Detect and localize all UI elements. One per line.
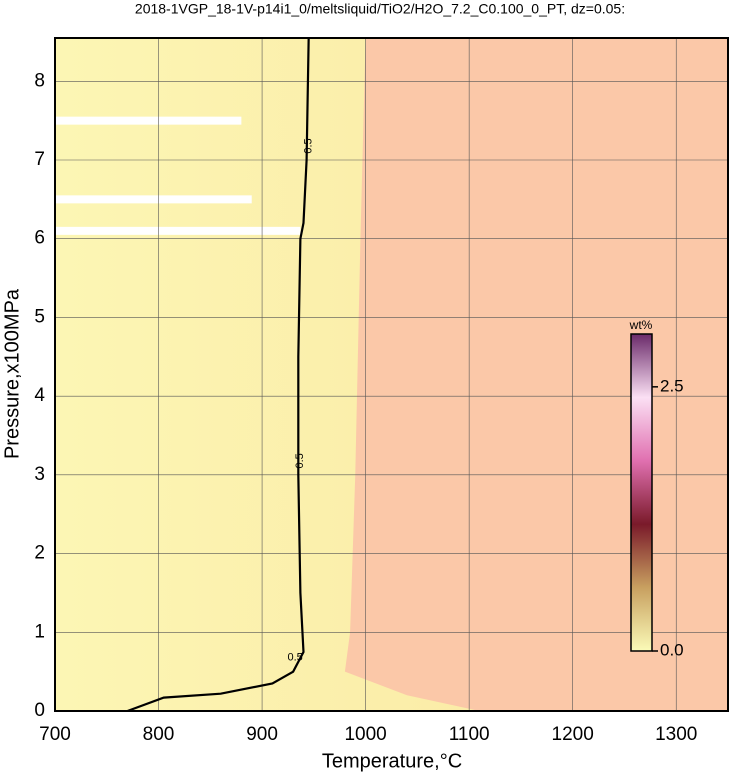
colorbar-tick-label: 0.0: [660, 640, 684, 659]
chart-title: 2018-1VGP_18-1V-p14i1_0/meltsliquid/TiO2…: [135, 1, 625, 17]
x-tick-label: 700: [39, 724, 71, 745]
y-tick-label: 5: [34, 306, 45, 327]
y-tick-label: 7: [34, 149, 45, 170]
x-tick-label: 1300: [655, 724, 697, 745]
contour-line: [127, 37, 310, 713]
no-data-band: [55, 195, 252, 204]
x-tick-label: 1200: [552, 724, 594, 745]
colorbar: [630, 333, 653, 652]
x-tick-label: 1100: [449, 724, 490, 745]
x-tick-label: 900: [246, 724, 278, 745]
melt-region: [344, 38, 728, 711]
y-tick-label: 3: [34, 464, 45, 485]
y-tick-label: 2: [34, 543, 45, 564]
colorbar-label: wt%: [629, 318, 653, 332]
x-axis-label: Temperature,°C: [322, 750, 462, 772]
y-tick-label: 4: [34, 385, 45, 406]
contour-label: 0.5: [303, 138, 315, 153]
no-data-band: [55, 226, 301, 235]
y-tick-label: 0: [34, 700, 45, 721]
y-tick-label: 1: [34, 621, 45, 642]
x-tick-label: 800: [143, 724, 175, 745]
contour-label: 0.5: [287, 652, 302, 664]
y-tick-label: 6: [34, 228, 45, 249]
x-tick-label: 1000: [344, 724, 386, 745]
y-axis-label: Pressure,x100MPa: [1, 288, 23, 459]
plot-frame: [54, 37, 729, 712]
no-data-band: [55, 116, 242, 125]
contour-label: 0.5: [294, 453, 306, 468]
y-tick-label: 8: [34, 70, 45, 91]
colorbar-tick-label: 2.5: [660, 376, 684, 395]
